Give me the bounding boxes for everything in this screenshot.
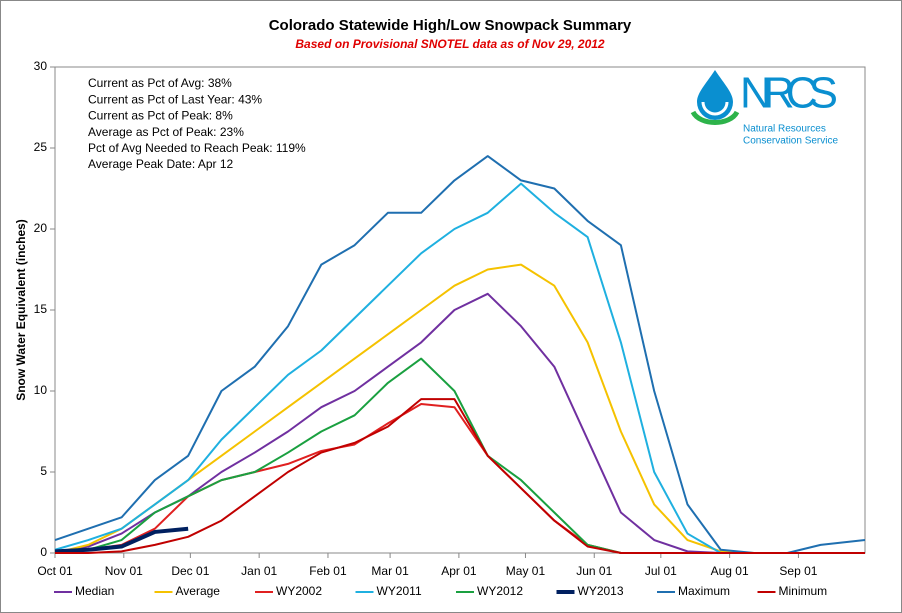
legend-label: Minimum bbox=[779, 584, 828, 598]
annotation: Current as Pct of Last Year: 43% bbox=[88, 92, 262, 106]
logo-swoosh bbox=[690, 110, 740, 125]
x-tick-label: Sep 01 bbox=[779, 564, 817, 578]
y-tick-label: 0 bbox=[40, 545, 47, 559]
x-tick-label: May 01 bbox=[506, 564, 546, 578]
y-tick-label: 15 bbox=[34, 302, 48, 316]
x-tick-label: Jun 01 bbox=[576, 564, 612, 578]
legend-label: WY2011 bbox=[377, 584, 422, 598]
logo-name: NRCS bbox=[740, 69, 838, 118]
logo-wave bbox=[701, 101, 729, 116]
x-tick-label: Feb 01 bbox=[309, 564, 347, 578]
annotation: Current as Pct of Peak: 8% bbox=[88, 109, 233, 123]
x-tick-label: Jul 01 bbox=[645, 564, 677, 578]
y-tick-label: 25 bbox=[34, 140, 48, 154]
x-tick-label: Jan 01 bbox=[241, 564, 277, 578]
y-tick-label: 30 bbox=[34, 59, 48, 73]
y-axis-label: Snow Water Equivalent (inches) bbox=[14, 219, 28, 401]
chart-subtitle: Based on Provisional SNOTEL data as of N… bbox=[295, 37, 605, 51]
legend-label: WY2002 bbox=[276, 584, 322, 598]
chart-title: Colorado Statewide High/Low Snowpack Sum… bbox=[269, 17, 632, 34]
x-tick-label: Oct 01 bbox=[37, 564, 73, 578]
y-tick-label: 20 bbox=[34, 221, 48, 235]
series-line bbox=[54, 526, 189, 554]
legend-label: Average bbox=[176, 584, 221, 598]
logo-line: Conservation Service bbox=[743, 136, 838, 147]
series-line bbox=[55, 398, 865, 554]
legend-label: Maximum bbox=[678, 584, 730, 598]
annotation: Current as Pct of Avg: 38% bbox=[88, 76, 232, 90]
annotation: Average Peak Date: Apr 12 bbox=[88, 157, 234, 171]
y-tick-label: 10 bbox=[34, 383, 48, 397]
x-tick-label: Aug 01 bbox=[711, 564, 749, 578]
legend-label: WY2013 bbox=[578, 584, 624, 598]
annotation: Average as Pct of Peak: 23% bbox=[88, 125, 244, 139]
x-tick-label: Apr 01 bbox=[441, 564, 477, 578]
logo: NRCS Natural Resources Conservation Serv… bbox=[690, 69, 838, 147]
legend-label: WY2012 bbox=[477, 584, 523, 598]
logo-line: Natural Resources bbox=[743, 124, 826, 135]
series-line bbox=[54, 155, 866, 554]
x-tick-label: Dec 01 bbox=[171, 564, 209, 578]
y-tick-label: 5 bbox=[40, 464, 47, 478]
x-tick-label: Nov 01 bbox=[105, 564, 143, 578]
annotation: Pct of Avg Needed to Reach Peak: 119% bbox=[88, 141, 306, 155]
x-tick-label: Mar 01 bbox=[371, 564, 409, 578]
legend-label: Median bbox=[75, 584, 114, 598]
